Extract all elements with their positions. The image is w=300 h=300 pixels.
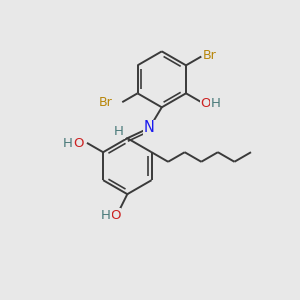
Text: H: H	[63, 137, 73, 150]
Text: O: O	[200, 97, 211, 110]
Text: O: O	[110, 209, 121, 222]
Text: Br: Br	[203, 50, 216, 62]
Text: O: O	[73, 137, 84, 150]
Text: H: H	[114, 125, 124, 138]
Text: N: N	[144, 120, 155, 135]
Text: H: H	[101, 209, 111, 222]
Text: Br: Br	[99, 96, 113, 109]
Text: H: H	[211, 97, 220, 110]
